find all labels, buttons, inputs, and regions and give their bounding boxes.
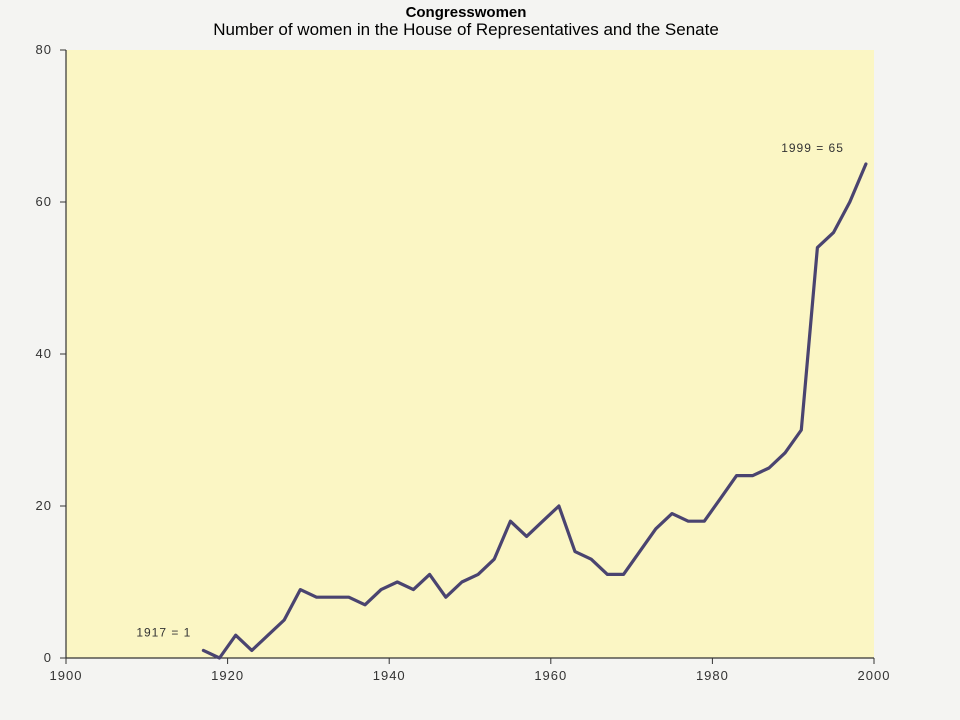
y-axis: 0 20 40 60 80 [36, 42, 66, 665]
x-tick-label: 1960 [534, 668, 567, 683]
x-tick-label: 1920 [211, 668, 244, 683]
x-tick-label: 2000 [858, 668, 891, 683]
annotation-layer: 1917 = 1 1999 = 65 [136, 141, 844, 639]
series-layer [201, 162, 868, 660]
x-tick-label: 1980 [696, 668, 729, 683]
x-tick-label: 1900 [50, 668, 83, 683]
chart-title: Congresswomen [406, 4, 527, 21]
plot-area [66, 50, 874, 658]
x-tick-label: 1940 [373, 668, 406, 683]
data-annotation: 1917 = 1 [136, 625, 191, 639]
series-line [201, 162, 868, 660]
data-annotation: 1999 = 65 [781, 141, 844, 155]
y-tick-label: 20 [36, 498, 52, 513]
y-tick-label: 0 [44, 650, 52, 665]
y-tick-label: 80 [36, 42, 52, 57]
chart-subtitle: Number of women in the House of Represen… [213, 20, 719, 39]
y-tick-label: 40 [36, 346, 52, 361]
y-tick-label: 60 [36, 194, 52, 209]
x-axis: 1900 1920 1940 1960 1980 2000 [50, 658, 891, 683]
